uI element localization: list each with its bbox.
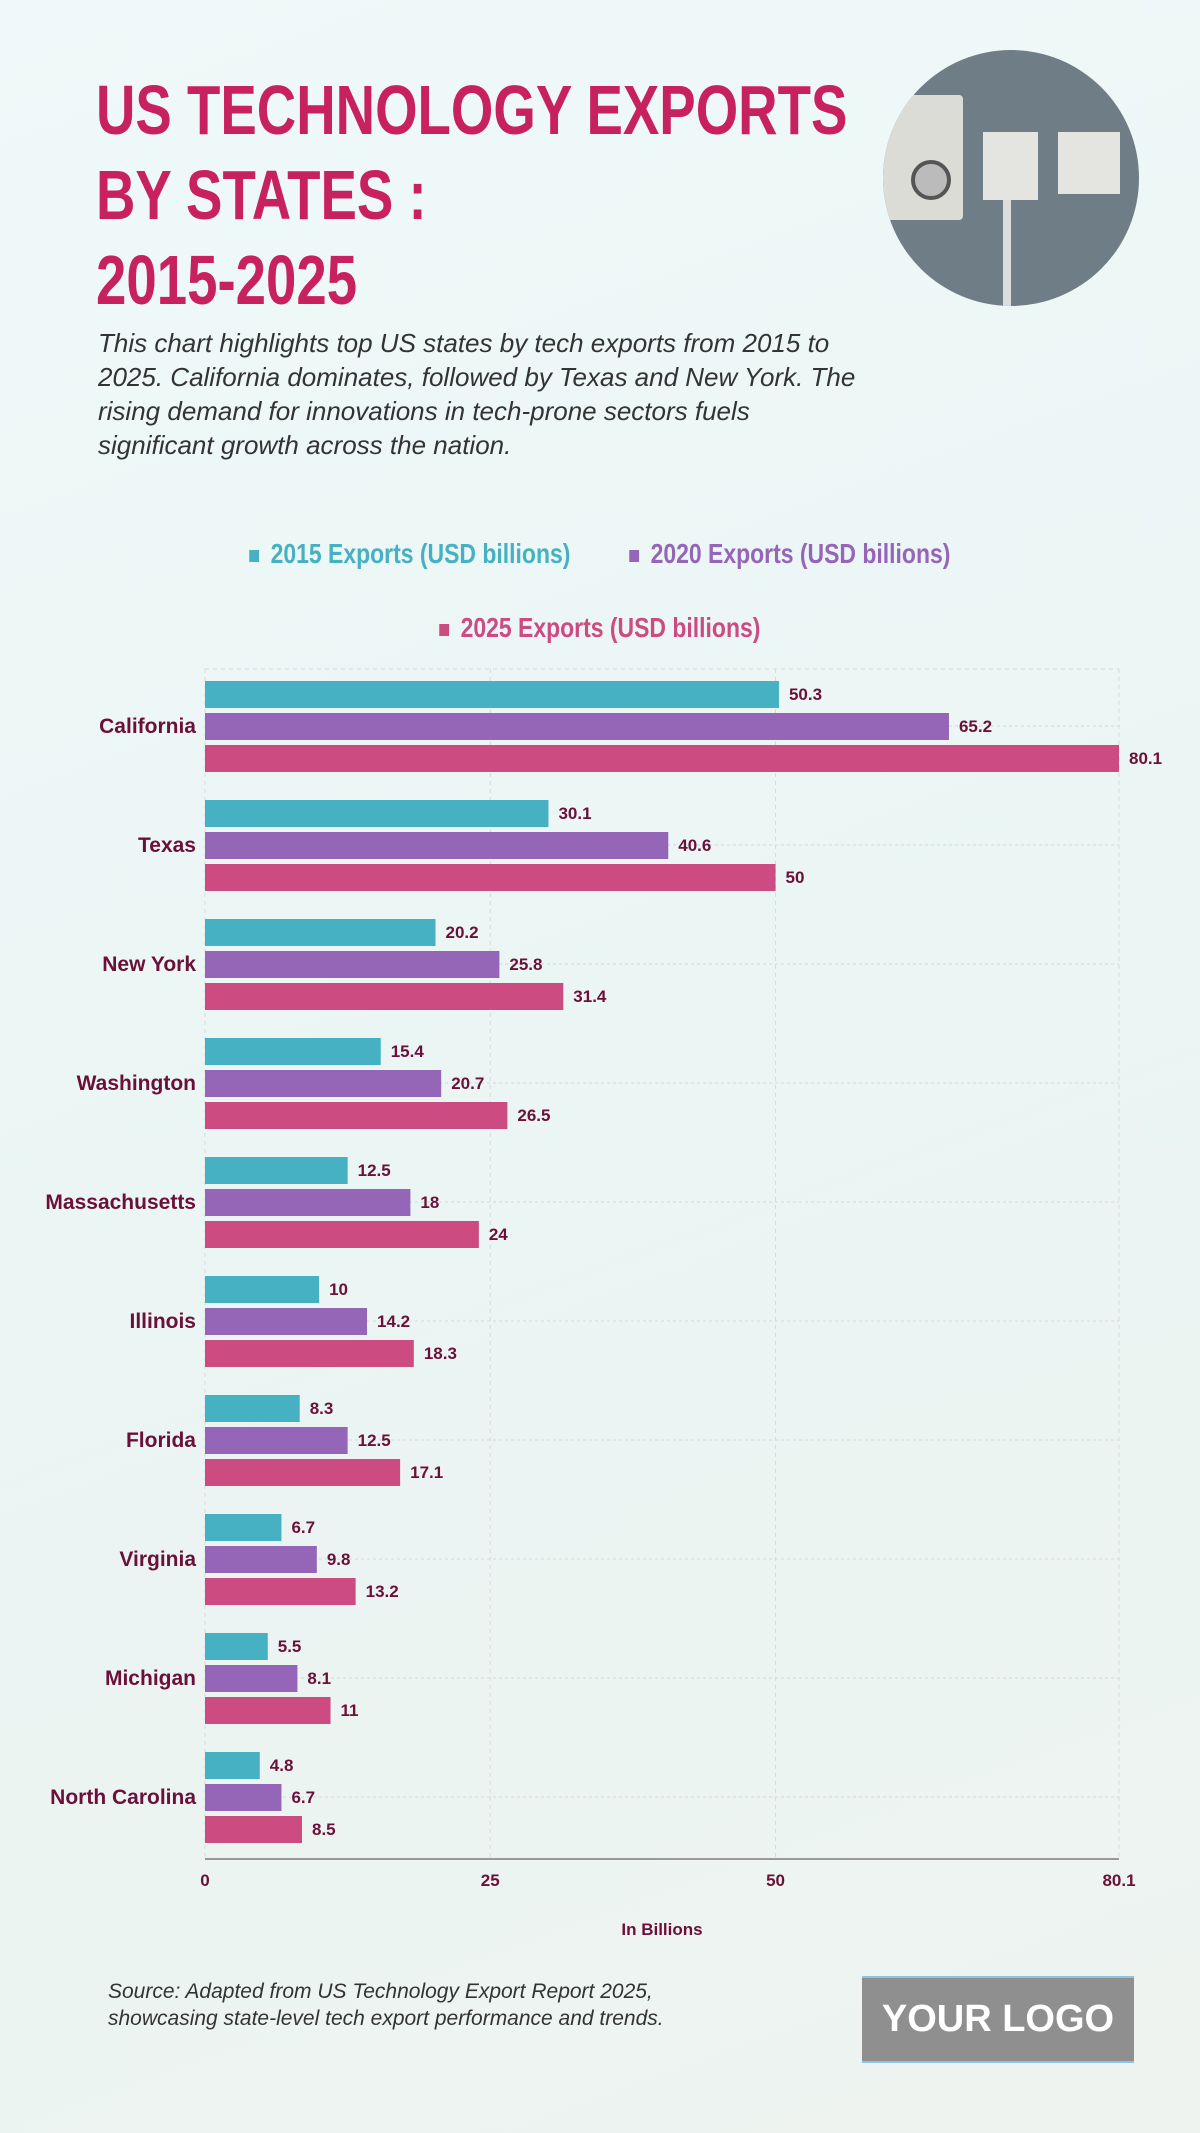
title-line: BY STATES :: [96, 156, 427, 234]
bar-2020-illinois: [205, 1308, 368, 1335]
bar-2015-north-carolina: [205, 1752, 260, 1779]
data-label: 50.3: [789, 685, 822, 704]
category-label: Virginia: [119, 1548, 196, 1571]
bar-2020-california: [205, 713, 949, 740]
data-label: 20.2: [445, 923, 478, 942]
category-label: Texas: [138, 834, 196, 857]
description: This chart highlights top US states by t…: [98, 328, 856, 460]
logo: YOUR LOGO: [862, 1976, 1134, 2063]
data-label: 31.4: [573, 987, 607, 1006]
title-line: US TECHNOLOGY EXPORTS: [96, 71, 848, 149]
bar-2015-massachusetts: [205, 1157, 348, 1184]
legend-item-2025[interactable]: 2025 Exports (USD billions): [439, 612, 761, 644]
bar-2025-michigan: [205, 1697, 331, 1724]
legend-label: 2020 Exports (USD billions): [650, 538, 951, 569]
source-line: Source: Adapted from US Technology Expor…: [108, 1980, 653, 2003]
x-tick-label: 25: [481, 1871, 500, 1890]
bar-2025-texas: [205, 864, 776, 891]
source-note: Source: Adapted from US Technology Expor…: [108, 1978, 664, 2032]
bar-2015-washington: [205, 1038, 381, 1065]
data-label: 8.1: [307, 1669, 331, 1688]
data-label: 6.7: [291, 1788, 315, 1807]
data-label: 10: [329, 1280, 348, 1299]
data-label: 6.7: [291, 1518, 315, 1537]
bar-2015-texas: [205, 800, 549, 827]
category-label: New York: [102, 953, 196, 976]
data-label: 30.1: [558, 804, 591, 823]
bar-2015-illinois: [205, 1276, 320, 1303]
category-label: Florida: [126, 1429, 196, 1452]
data-label: 40.6: [678, 836, 711, 855]
category-label: California: [99, 715, 196, 738]
legend-swatch-icon: [439, 623, 450, 636]
category-label: Massachusetts: [45, 1191, 196, 1214]
bar-2015-florida: [205, 1395, 300, 1422]
bar-2020-massachusetts: [205, 1189, 411, 1216]
bar-2025-illinois: [205, 1340, 414, 1367]
data-label: 4.8: [270, 1756, 294, 1775]
bar-2020-virginia: [205, 1546, 317, 1573]
legend-swatch-icon: [629, 549, 639, 562]
legend-row: 2015 Exports (USD billions) 2020 Exports…: [0, 538, 1200, 570]
bar-2015-michigan: [205, 1633, 268, 1660]
data-label: 8.3: [310, 1399, 334, 1418]
category-label: Washington: [77, 1072, 196, 1095]
bar-2015-new-york: [205, 919, 436, 946]
data-label: 15.4: [391, 1042, 425, 1061]
data-label: 50: [786, 868, 805, 887]
legend-row: 2025 Exports (USD billions): [0, 612, 1200, 644]
bar-2015-california: [205, 681, 779, 708]
legend-label: 2015 Exports (USD billions): [271, 538, 571, 569]
data-label: 24: [489, 1225, 508, 1244]
data-label: 18.3: [424, 1344, 457, 1363]
x-axis-title: In Billions: [621, 1920, 702, 1939]
data-label: 25.8: [509, 955, 542, 974]
x-tick-label: 0: [200, 1871, 209, 1890]
bar-2025-virginia: [205, 1578, 356, 1605]
data-label: 9.8: [327, 1550, 351, 1569]
legend-item-2020[interactable]: 2020 Exports (USD billions): [629, 538, 950, 570]
bar-2025-massachusetts: [205, 1221, 479, 1248]
bar-2020-texas: [205, 832, 669, 859]
page-title: US TECHNOLOGY EXPORTS BY STATES : 2015-2…: [96, 68, 847, 323]
data-label: 5.5: [278, 1637, 302, 1656]
legend-swatch-icon: [249, 549, 260, 562]
data-label: 8.5: [312, 1820, 336, 1839]
data-label: 26.5: [517, 1106, 550, 1125]
data-label: 80.1: [1129, 749, 1162, 768]
bar-2025-california: [205, 745, 1119, 772]
header-photo: [883, 50, 1139, 306]
bar-2025-washington: [205, 1102, 508, 1129]
data-label: 13.2: [366, 1582, 399, 1601]
bar-2025-north-carolina: [205, 1816, 302, 1843]
data-label: 11: [341, 1701, 359, 1720]
x-tick-label: 50: [766, 1871, 785, 1890]
title-line: 2015-2025: [96, 241, 358, 319]
bar-2025-new-york: [205, 983, 564, 1010]
data-label: 12.5: [358, 1161, 391, 1180]
data-label: 12.5: [358, 1431, 391, 1450]
source-line: showcasing state-level tech export perfo…: [108, 2007, 664, 2030]
bar-2020-north-carolina: [205, 1784, 282, 1811]
bar-2015-virginia: [205, 1514, 282, 1541]
data-label: 65.2: [959, 717, 992, 736]
data-label: 20.7: [451, 1074, 484, 1093]
bar-2020-florida: [205, 1427, 348, 1454]
data-label: 14.2: [377, 1312, 410, 1331]
legend-label: 2025 Exports (USD billions): [460, 612, 761, 643]
legend-item-2015[interactable]: 2015 Exports (USD billions): [249, 538, 571, 570]
bar-2020-washington: [205, 1070, 442, 1097]
bar-2025-florida: [205, 1459, 401, 1486]
data-label: 17.1: [410, 1463, 443, 1482]
category-label: Illinois: [129, 1310, 196, 1333]
category-label: North Carolina: [50, 1786, 196, 1809]
bar-2020-new-york: [205, 951, 500, 978]
category-label: Michigan: [105, 1667, 196, 1690]
data-label: 18: [420, 1193, 439, 1212]
bar-2020-michigan: [205, 1665, 298, 1692]
x-tick-label: 80.1: [1102, 1871, 1135, 1890]
